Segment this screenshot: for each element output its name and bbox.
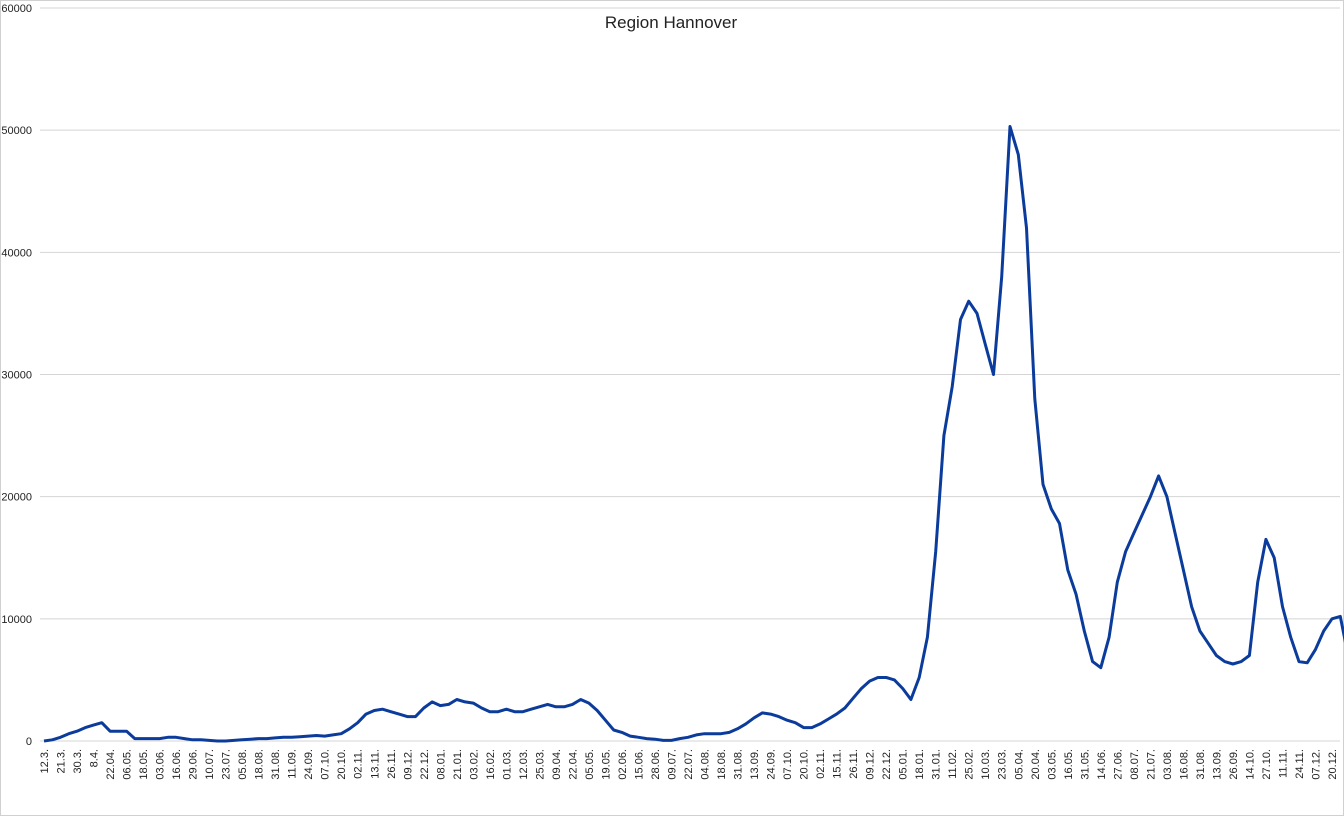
x-tick-label: 27.06. (1112, 749, 1124, 780)
x-tick-label: 20.12. (1327, 749, 1339, 780)
x-tick-label: 22.12. (419, 749, 431, 780)
x-tick-label: 24.09. (303, 749, 315, 780)
x-tick-label: 22.04. (567, 749, 579, 780)
x-tick-label: 31.05. (1079, 749, 1091, 780)
x-tick-label: 16.08. (1178, 749, 1190, 780)
chart-title: Region Hannover (605, 13, 738, 32)
x-tick-label: 09.07. (666, 749, 678, 780)
x-tick-label: 25.03. (534, 749, 546, 780)
x-tick-label: 05.05. (584, 749, 596, 780)
y-tick-label: 10000 (1, 614, 32, 626)
x-tick-label: 09.12. (402, 749, 414, 780)
x-tick-label: 02.11. (815, 749, 827, 779)
x-tick-label: 12.3. (39, 749, 51, 773)
x-tick-label: 23.07. (221, 749, 233, 780)
x-tick-label: 15.11. (832, 749, 844, 779)
x-tick-label: 26.11. (848, 749, 860, 779)
y-tick-label: 30000 (1, 370, 32, 382)
x-tick-label: 11.11. (1277, 749, 1289, 778)
x-tick-label: 25.02. (964, 749, 976, 780)
x-tick-label: 23.03. (997, 749, 1009, 780)
x-tick-label: 22.12. (881, 749, 893, 780)
x-tick-label: 18.01. (914, 749, 926, 780)
x-tick-label: 16.02. (485, 749, 497, 780)
x-tick-label: 26.11. (386, 749, 398, 779)
x-tick-label: 18.05. (138, 749, 150, 780)
x-tick-label: 07.10. (782, 749, 794, 780)
x-tick-label: 21.3. (56, 749, 68, 773)
x-tick-label: 16.06. (171, 749, 183, 780)
x-tick-label: 31.08. (733, 749, 745, 780)
y-tick-label: 50000 (1, 125, 32, 137)
x-tick-label: 21.01. (452, 749, 464, 780)
x-tick-label: 05.08. (237, 749, 249, 780)
x-tick-label: 08.07. (1129, 749, 1141, 780)
x-tick-label: 21.07. (1145, 749, 1157, 780)
x-tick-label: 03.06. (155, 749, 167, 780)
x-tick-label: 05.04. (1013, 749, 1025, 780)
x-tick-label: 09.04. (551, 749, 563, 780)
x-tick-label: 09.12. (865, 749, 877, 780)
y-tick-label: 0 (26, 736, 32, 748)
x-tick-label: 11.09. (287, 749, 299, 779)
x-tick-label: 24.09. (766, 749, 778, 780)
x-tick-label: 31.01. (931, 749, 943, 780)
x-tick-label: 07.10. (320, 749, 332, 780)
x-tick-label: 20.10. (799, 749, 811, 780)
x-tick-label: 13.11. (369, 749, 381, 779)
y-tick-label: 40000 (1, 247, 32, 259)
x-tick-label: 31.08. (1195, 749, 1207, 780)
x-tick-label: 13.09. (1211, 749, 1223, 780)
data-line (43, 125, 1344, 743)
x-tick-label: 03.08. (1162, 749, 1174, 780)
x-tick-label: 01.03. (501, 749, 513, 780)
x-tick-label: 03.05. (1046, 749, 1058, 780)
x-tick-label: 19.05. (600, 749, 612, 780)
x-tick-label: 28.06. (650, 749, 662, 780)
x-tick-label: 18.08. (716, 749, 728, 780)
x-tick-label: 16.05. (1063, 749, 1075, 780)
x-tick-label: 14.10. (1244, 749, 1256, 780)
x-tick-label: 11.02. (947, 749, 959, 779)
x-tick-label: 20.04. (1030, 749, 1042, 780)
x-tick-label: 13.09. (749, 749, 761, 780)
x-tick-label: 08.01. (435, 749, 447, 780)
x-tick-label: 05.01. (898, 749, 910, 780)
x-tick-label: 22.04. (105, 749, 117, 780)
x-tick-label: 15.06. (633, 749, 645, 780)
y-tick-label: 60000 (1, 3, 32, 15)
x-tick-label: 20.10. (336, 749, 348, 780)
x-tick-label: 24.11. (1294, 749, 1306, 779)
x-tick-label: 12.03. (518, 749, 530, 780)
x-tick-label: 27.10. (1261, 749, 1273, 780)
x-tick-label: 10.03. (980, 749, 992, 780)
x-tick-label: 06.05. (122, 749, 134, 780)
x-tick-label: 22.07. (683, 749, 695, 780)
x-tick-label: 8.4. (89, 749, 101, 767)
x-tick-label: 18.08. (254, 749, 266, 780)
x-tick-label: 04.08. (700, 749, 712, 780)
y-tick-label: 20000 (1, 492, 32, 504)
x-tick-label: 30.3. (72, 749, 84, 773)
x-tick-label: 14.06. (1096, 749, 1108, 780)
x-tick-label: 07.12. (1310, 749, 1322, 780)
x-tick-label: 02.06. (617, 749, 629, 780)
x-tick-label: 26.09. (1228, 749, 1240, 780)
x-tick-label: 29.06. (188, 749, 200, 780)
x-tick-label: 31.08. (270, 749, 282, 780)
x-tick-label: 10.07. (204, 749, 216, 780)
x-tick-label: 03.02. (468, 749, 480, 780)
x-tick-label: 02.11. (353, 749, 365, 779)
